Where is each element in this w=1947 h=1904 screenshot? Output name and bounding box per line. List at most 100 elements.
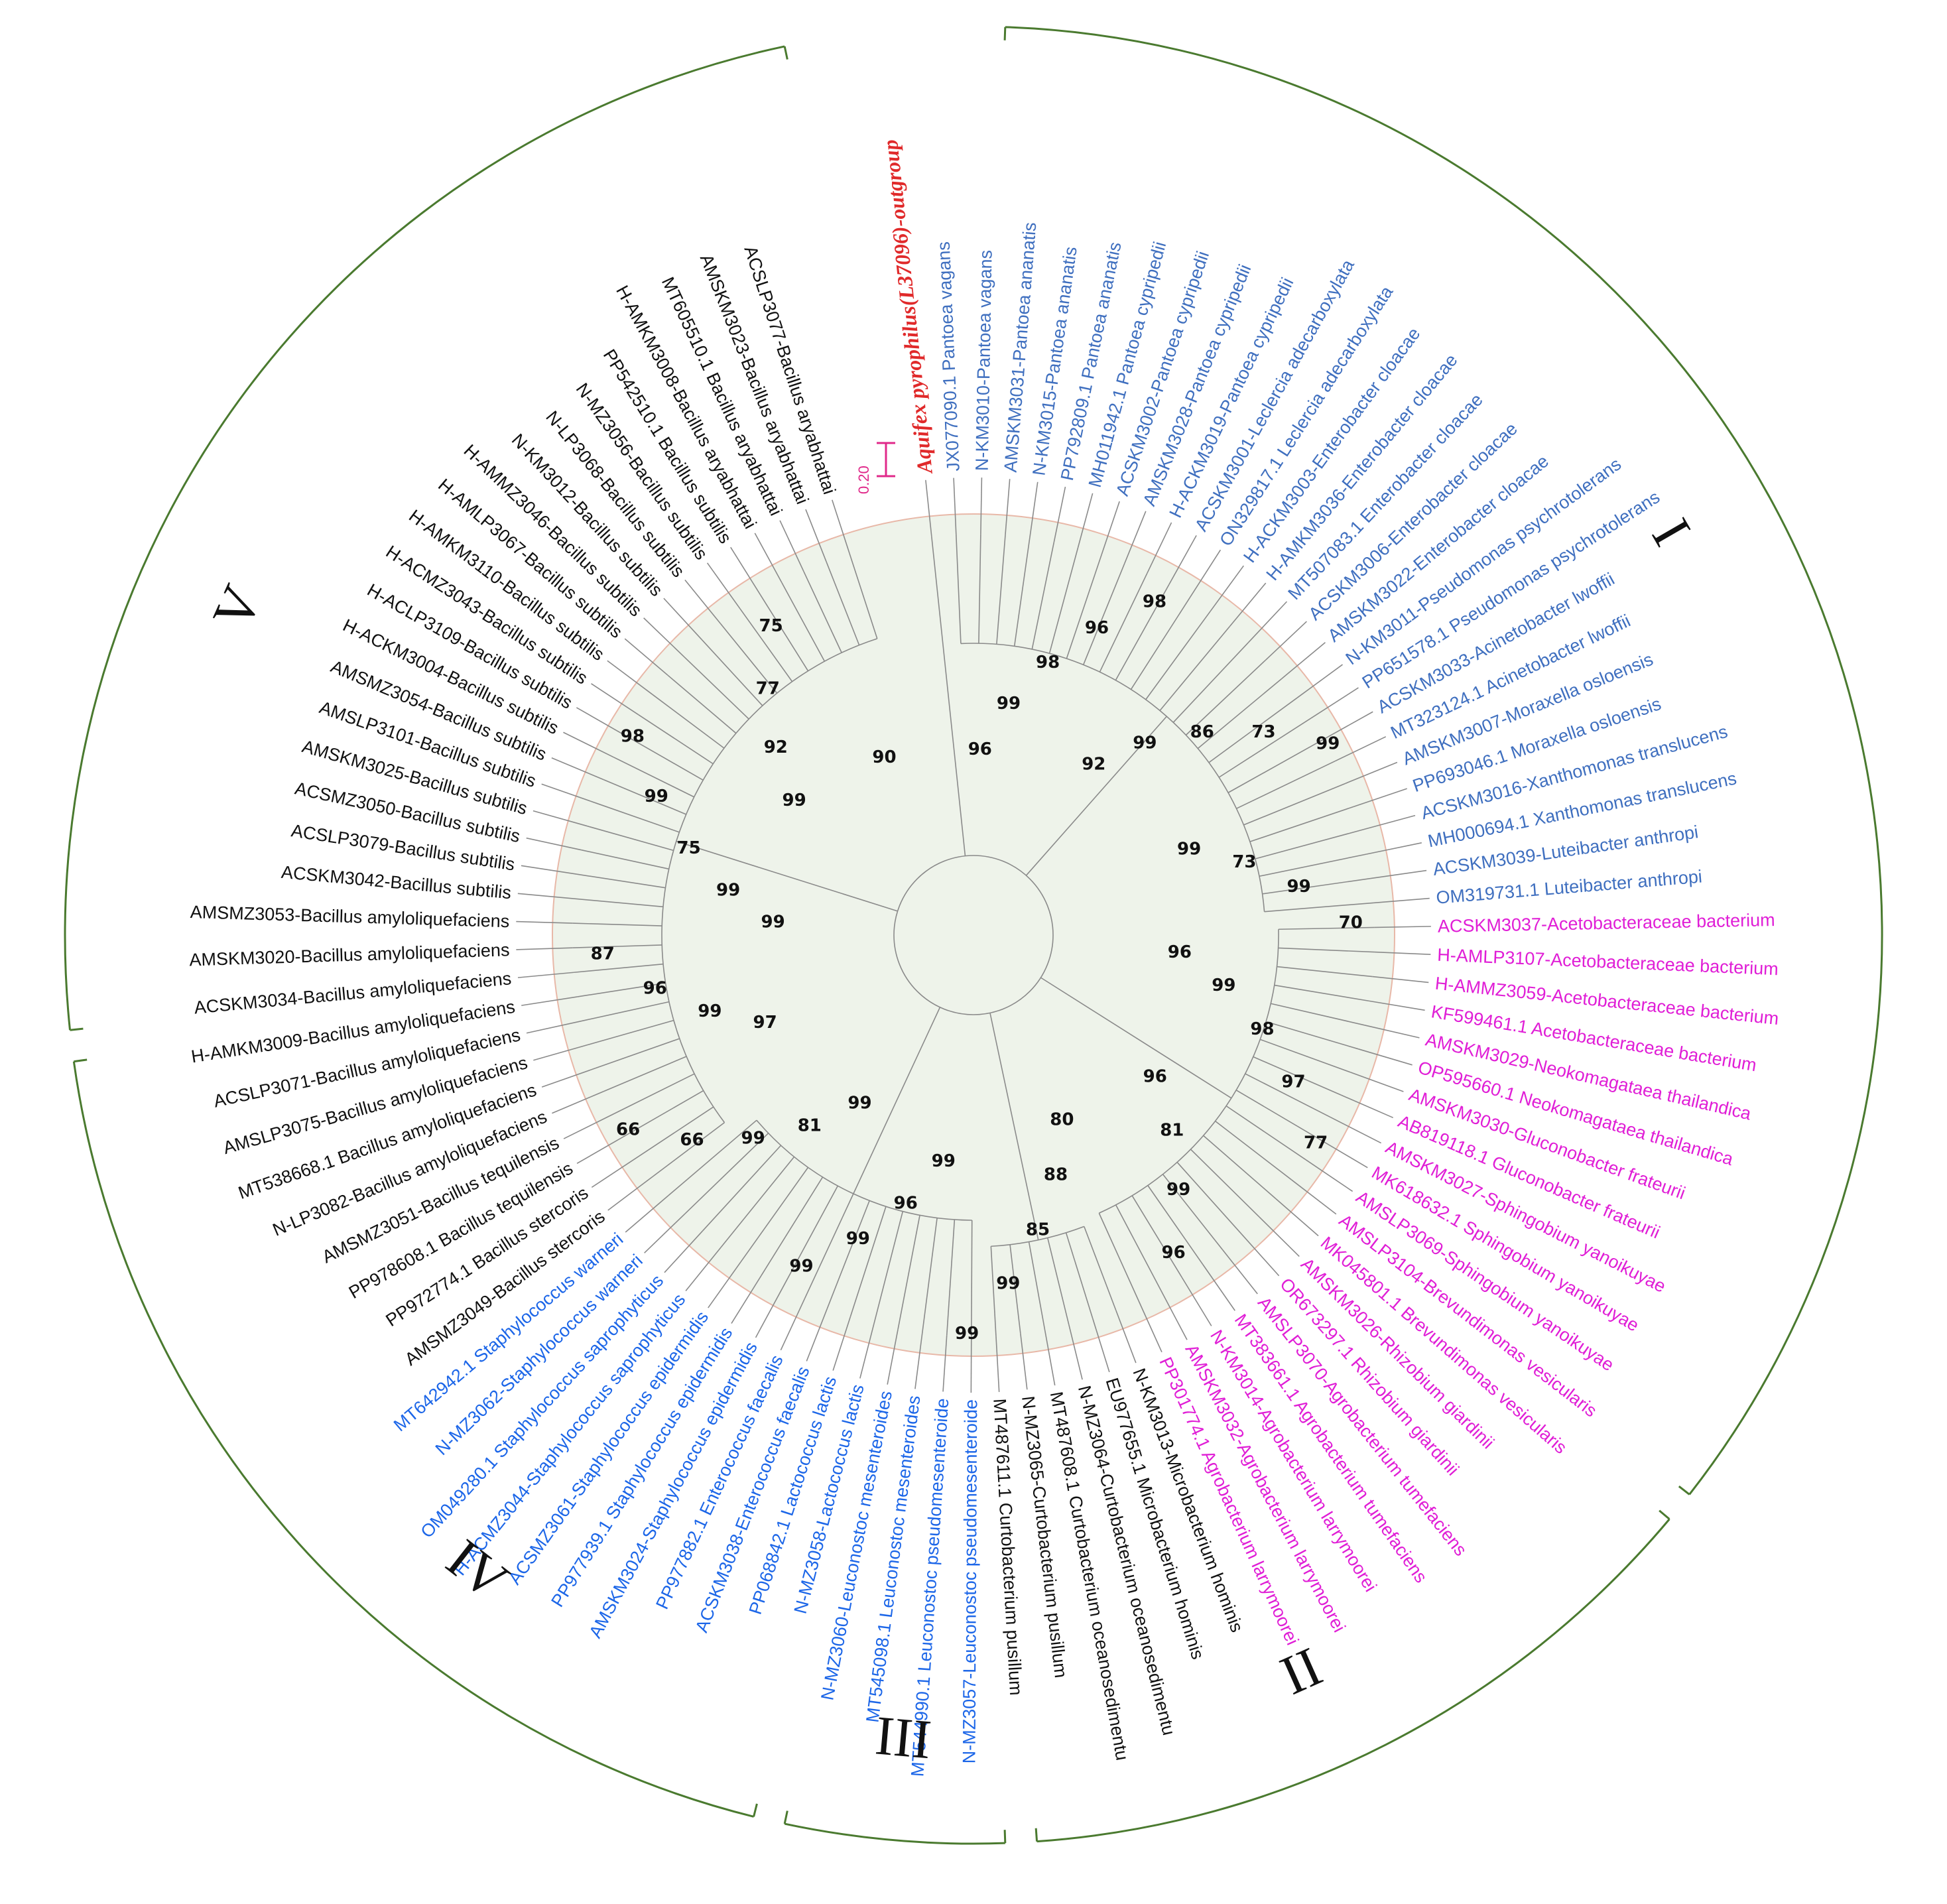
clade-label-iv: IV (435, 1527, 519, 1612)
internal-branch (996, 535, 1006, 645)
scale-bar-label: 0.20 (855, 466, 872, 494)
bootstrap-value: 80 (1050, 1110, 1074, 1130)
internal-branch (1013, 537, 1031, 647)
terminal-branch (1353, 788, 1407, 808)
internal-branch (1190, 1149, 1260, 1218)
terminal-branch (942, 1335, 948, 1392)
clade-arc-ii (1036, 1518, 1670, 1843)
bootstrap-value: 96 (1162, 1243, 1186, 1263)
terminal-branch (1181, 1277, 1212, 1326)
terminal-branch (1068, 1324, 1083, 1380)
bootstrap-value: 99 (997, 694, 1021, 714)
internal-branch (684, 1133, 769, 1214)
tree-branches (516, 477, 1431, 1393)
leaf-label: ACSKM3037-Acetobacteraceae bacterium (1438, 910, 1775, 936)
terminal-branch (1374, 926, 1431, 928)
internal-branch (603, 779, 686, 815)
clade-arc-end (74, 1058, 88, 1063)
terminal-branch (1318, 1138, 1368, 1169)
internal-branch (595, 1038, 680, 1069)
bootstrap-value: 99 (1133, 733, 1157, 753)
terminal-branch (563, 731, 614, 758)
terminal-branch (708, 1261, 741, 1308)
clade-arc-v (64, 45, 785, 1031)
bootstrap-value: 99 (716, 880, 740, 900)
internal-branch (1255, 830, 1361, 859)
internal-branch (849, 1206, 887, 1318)
terminal-branch (1370, 869, 1427, 879)
terminal-branch (706, 562, 741, 609)
root-circle (893, 855, 1054, 1015)
terminal-branch (832, 1316, 851, 1371)
internal-branch (613, 1073, 695, 1114)
internal-branch (581, 849, 669, 870)
internal-branch (613, 757, 695, 798)
terminal-branch (607, 1176, 654, 1211)
internal-branch (1145, 611, 1211, 700)
terminal-branch (1020, 1333, 1028, 1390)
terminal-branch (526, 837, 582, 851)
terminal-branch (1077, 493, 1094, 548)
internal-branch (978, 534, 981, 644)
terminal-branch (1372, 976, 1429, 984)
terminal-branch (859, 1323, 875, 1379)
bootstrap-value: 87 (591, 944, 615, 964)
clade-label-ii: II (1272, 1635, 1331, 1707)
internal-branch (625, 735, 704, 781)
leaf-label: N-MZ3057-Leuconostoc pseudomesenteroide (959, 1399, 981, 1763)
bootstrap-value: 81 (1160, 1121, 1184, 1141)
internal-branch (1278, 947, 1375, 953)
bootstrap-value: 97 (1281, 1072, 1305, 1092)
internal-branch (804, 1193, 854, 1300)
terminal-branch (1373, 897, 1430, 904)
terminal-branch (1124, 511, 1147, 564)
terminal-branch (1241, 1233, 1280, 1277)
stem-branch (989, 1013, 1039, 1240)
internal-branch (740, 1167, 809, 1263)
internal-branch (576, 873, 666, 889)
internal-branch (1259, 854, 1367, 877)
internal-branch (572, 944, 662, 948)
bootstrap-value: 99 (789, 1257, 813, 1277)
bootstrap-value: 92 (764, 737, 788, 757)
terminal-branch (607, 660, 653, 695)
bootstrap-value: 97 (753, 1013, 777, 1033)
terminal-branch (1275, 1198, 1319, 1237)
internal-branch (955, 534, 962, 644)
bootstrap-value: 90 (872, 747, 896, 767)
clade-label-i: I (1640, 509, 1703, 556)
bootstrap-value: 86 (1190, 722, 1214, 742)
internal-branch (1203, 1135, 1277, 1200)
bootstrap-labels: 96 99 98 96 98 92 99 86 73 99 99 73 99 70 96 99 98 97 77 96… (591, 592, 1363, 1344)
terminal-branch (731, 1275, 762, 1324)
internal-branch (702, 1145, 782, 1232)
internal-branch (782, 1185, 839, 1289)
terminal-branch (1305, 1159, 1353, 1192)
terminal-branch (1364, 1025, 1420, 1039)
terminal-branch (516, 947, 573, 950)
terminal-branch (1210, 565, 1244, 612)
terminal-branch (1101, 501, 1120, 555)
terminal-branch (1296, 664, 1343, 698)
terminal-branch (925, 479, 932, 537)
terminal-branch (1147, 522, 1172, 574)
leaf-label: AMSKM3020-Bacillus amyloliquefaciens (189, 940, 510, 970)
clade-arc-iv (72, 1061, 754, 1818)
bootstrap-value: 96 (1168, 942, 1192, 962)
bootstrap-value: 98 (1250, 1019, 1274, 1039)
terminal-branch (1366, 842, 1422, 855)
terminal-branch (1374, 951, 1431, 955)
internal-branch (1225, 1105, 1306, 1161)
internal-branch (897, 1215, 920, 1330)
internal-branch (761, 1176, 824, 1276)
internal-branch (603, 1056, 687, 1092)
internal-branch (1130, 597, 1191, 690)
internal-branch (1162, 1174, 1224, 1250)
bootstrap-value: 77 (756, 679, 780, 699)
terminal-branch (521, 865, 578, 875)
internal-branch (587, 825, 674, 852)
clade-arc-end (70, 1027, 84, 1031)
clade-arc-end (753, 1803, 758, 1817)
bootstrap-value: 99 (1166, 1180, 1190, 1200)
